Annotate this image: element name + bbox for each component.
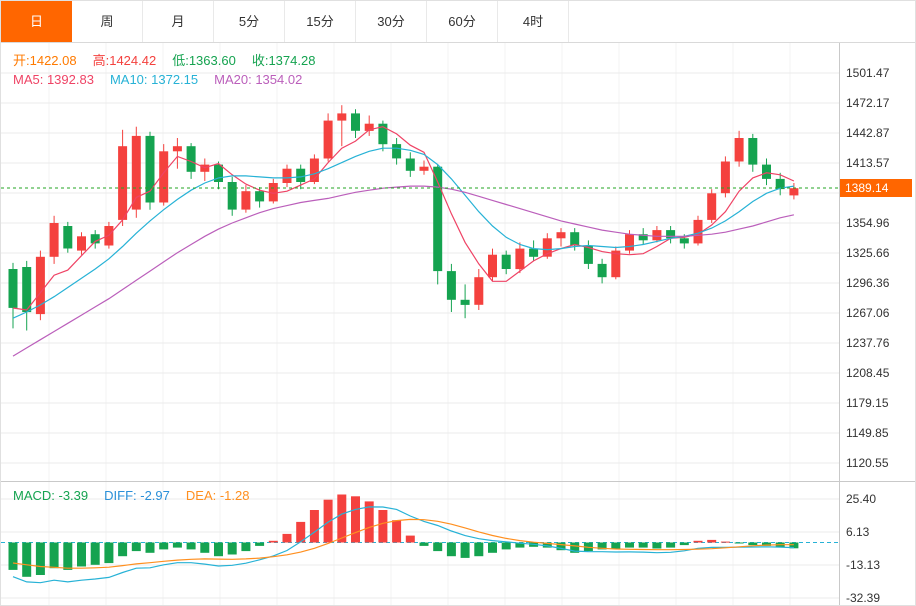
y-axis-label: 1442.87 <box>846 126 890 140</box>
y-axis-label: 1354.96 <box>846 216 890 230</box>
tab-day[interactable]: 日 <box>1 1 72 42</box>
main-plot[interactable] <box>1 43 839 481</box>
y-axis-label: 1179.15 <box>846 396 889 411</box>
macd-axis-label: 25.40 <box>846 492 877 506</box>
y-axis-label: 1413.57 <box>846 156 890 170</box>
y-axis-label: 1237.76 <box>846 336 890 350</box>
tab-week[interactable]: 周 <box>72 1 143 42</box>
y-axis-label: 1296.36 <box>846 276 890 290</box>
y-axis-label: 1208.45 <box>846 366 890 381</box>
current-price-tag: 1389.14 <box>840 179 912 197</box>
y-axis-label: 1267.06 <box>846 306 890 320</box>
y-axis-label: 1472.17 <box>846 96 890 110</box>
y-axis-label: 1149.85 <box>846 426 889 441</box>
main-y-axis: 1389.14 1501.47 1472.17 1442.87 1413.57 1354… <box>839 43 915 481</box>
y-axis-label: 1120.55 <box>846 456 889 471</box>
macd-axis-label: -32.39 <box>846 590 881 605</box>
timeframe-tabbar: 日 周 月 5分 15分 30分 60分 4时 <box>1 1 915 43</box>
macd-y-axis: 25.40 6.13 -13.13 -32.39 <box>839 481 915 605</box>
tab-month[interactable]: 月 <box>143 1 214 42</box>
tab-4hour[interactable]: 4时 <box>498 1 569 42</box>
tab-30min[interactable]: 30分 <box>356 1 427 42</box>
tab-15min[interactable]: 15分 <box>285 1 356 42</box>
y-axis-label: 1501.47 <box>846 66 890 80</box>
tab-5min[interactable]: 5分 <box>214 1 285 42</box>
macd-plot[interactable] <box>1 482 839 606</box>
main-chart-panel[interactable]: 开:1422.08 高:1424.42 低:1363.60 收:1374.28 MA5… <box>1 43 839 481</box>
macd-axis-label: -13.13 <box>846 557 881 572</box>
y-axis-label: 1325.66 <box>846 246 890 260</box>
macd-panel[interactable]: MACD: -3.39 DIFF: -2.97 DEA: -1.28 <box>1 481 839 606</box>
macd-axis-label: 6.13 <box>846 525 870 539</box>
tab-60min[interactable]: 60分 <box>427 1 498 42</box>
